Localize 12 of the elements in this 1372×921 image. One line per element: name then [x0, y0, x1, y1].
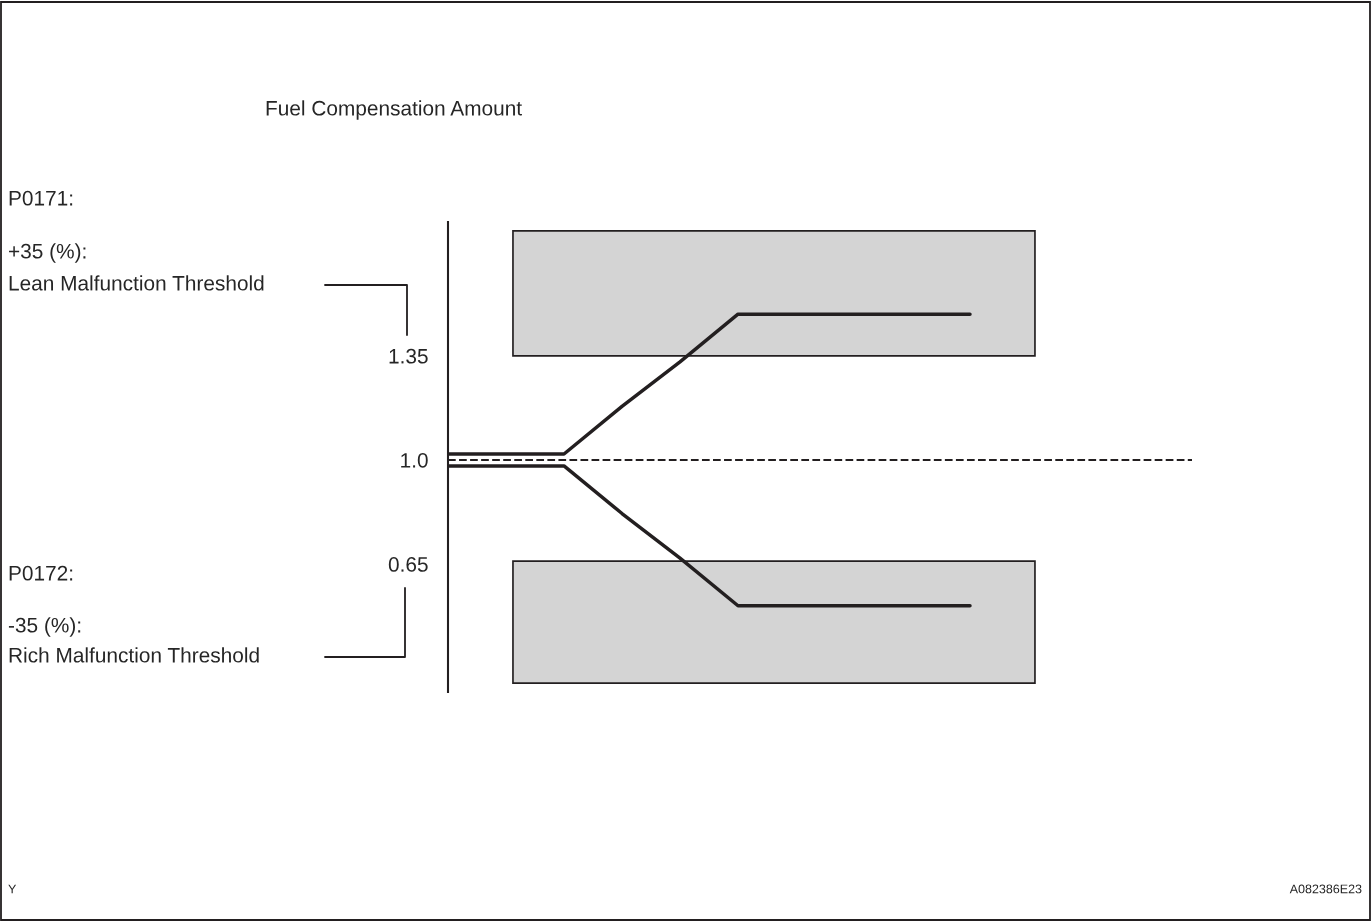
y-tick-label: 0.65 [388, 557, 428, 572]
y-tick-label: 1.35 [389, 348, 428, 364]
text: +35 (%): [9, 243, 86, 263]
text: Lean Malfunction Threshold [9, 275, 264, 291]
text: P0171: [9, 190, 73, 206]
text: Y [8, 884, 17, 894]
text: P0172: [9, 565, 73, 581]
y-tick-label: 1.0 [401, 452, 428, 468]
chart-title: Fuel Compensation Amount [266, 100, 522, 120]
text: Rich Malfunction Threshold [9, 647, 259, 663]
text: A082386E23 [1289, 884, 1362, 894]
text: -35 (%): [8, 617, 81, 637]
